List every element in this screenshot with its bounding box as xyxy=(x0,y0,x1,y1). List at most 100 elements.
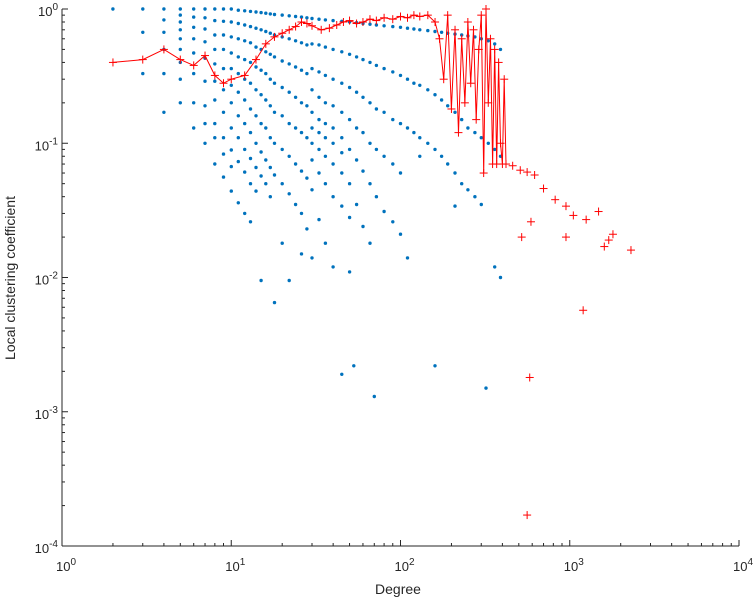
data-point xyxy=(317,17,321,21)
data-point xyxy=(178,13,182,17)
plus-marker xyxy=(176,55,185,64)
data-point xyxy=(446,162,450,166)
plus-marker xyxy=(365,15,374,24)
plus-marker xyxy=(270,32,279,41)
plus-marker xyxy=(477,11,486,20)
data-point xyxy=(310,188,314,192)
tick-label: 101 xyxy=(225,557,245,574)
plus-marker xyxy=(490,45,499,54)
data-point xyxy=(192,25,196,29)
data-point xyxy=(236,90,240,94)
data-point xyxy=(236,37,240,41)
tick-label: 10-1 xyxy=(35,136,59,153)
data-point xyxy=(317,130,321,135)
data-point xyxy=(203,79,207,83)
data-point xyxy=(361,57,365,62)
plus-marker xyxy=(285,25,294,34)
data-point xyxy=(254,165,258,170)
data-point xyxy=(213,33,217,37)
plus-marker xyxy=(484,98,493,107)
data-point xyxy=(347,182,352,186)
data-point xyxy=(398,232,403,236)
data-point xyxy=(460,182,464,186)
data-point xyxy=(323,101,328,105)
tick-labels: 100 101 102 103 104 100 10-1 10-2 10-3 10-4 xyxy=(35,2,753,574)
data-point xyxy=(305,176,309,180)
plus-marker xyxy=(189,61,198,70)
data-point xyxy=(347,270,352,274)
data-point xyxy=(310,66,314,71)
data-point xyxy=(213,18,217,23)
data-point xyxy=(287,37,291,41)
data-point xyxy=(317,43,321,47)
data-point xyxy=(493,265,497,269)
data-point xyxy=(340,204,344,208)
plus-marker xyxy=(396,12,405,21)
data-point xyxy=(323,182,328,186)
data-point xyxy=(368,182,372,186)
data-point xyxy=(484,386,488,390)
data-point xyxy=(439,154,444,158)
data-point xyxy=(310,88,314,92)
data-point xyxy=(405,256,410,260)
data-point xyxy=(248,107,253,111)
data-point xyxy=(426,28,430,33)
data-point xyxy=(493,147,497,152)
plus-marker xyxy=(138,55,147,64)
plus-marker xyxy=(108,58,117,67)
plus-marker xyxy=(494,58,503,67)
plus-marker xyxy=(439,75,448,84)
data-point xyxy=(310,256,314,260)
data-point xyxy=(317,95,321,100)
data-point xyxy=(340,136,344,140)
data-point xyxy=(299,101,304,105)
data-point xyxy=(433,364,437,368)
data-point xyxy=(418,136,422,140)
data-point xyxy=(368,22,372,26)
data-point xyxy=(272,173,277,177)
data-point xyxy=(264,71,268,76)
data-point xyxy=(305,104,309,108)
data-point xyxy=(280,85,284,90)
data-point xyxy=(299,41,304,45)
data-point xyxy=(221,66,226,71)
data-point xyxy=(398,171,403,175)
data-point xyxy=(426,88,430,92)
data-point xyxy=(418,28,422,32)
data-point xyxy=(305,16,309,20)
data-point xyxy=(382,154,386,158)
plus-marker xyxy=(594,207,603,216)
data-point xyxy=(418,154,422,158)
data-point xyxy=(317,217,321,222)
data-point xyxy=(310,110,314,115)
data-point xyxy=(236,8,240,12)
data-point xyxy=(254,88,258,92)
data-point xyxy=(340,151,344,155)
data-point xyxy=(203,104,207,108)
data-point xyxy=(243,170,247,174)
data-point xyxy=(354,202,359,207)
plus-marker xyxy=(302,19,311,28)
data-point xyxy=(264,182,268,186)
data-point xyxy=(398,25,403,29)
data-point xyxy=(433,147,437,152)
data-point xyxy=(382,24,386,28)
data-point xyxy=(354,90,359,94)
plus-marker xyxy=(496,139,505,148)
data-point xyxy=(259,150,263,154)
data-point xyxy=(229,101,233,105)
plus-marker xyxy=(600,242,609,251)
plus-marker xyxy=(201,51,210,60)
plus-marker xyxy=(516,166,525,175)
data-point xyxy=(162,7,166,11)
data-point xyxy=(446,104,450,108)
data-point xyxy=(254,141,258,145)
data-point xyxy=(192,126,196,130)
data-point xyxy=(453,110,457,115)
data-point xyxy=(213,62,217,66)
data-point xyxy=(229,7,233,11)
data-point xyxy=(229,83,233,88)
plus-marker xyxy=(325,24,334,33)
data-point xyxy=(221,88,226,92)
